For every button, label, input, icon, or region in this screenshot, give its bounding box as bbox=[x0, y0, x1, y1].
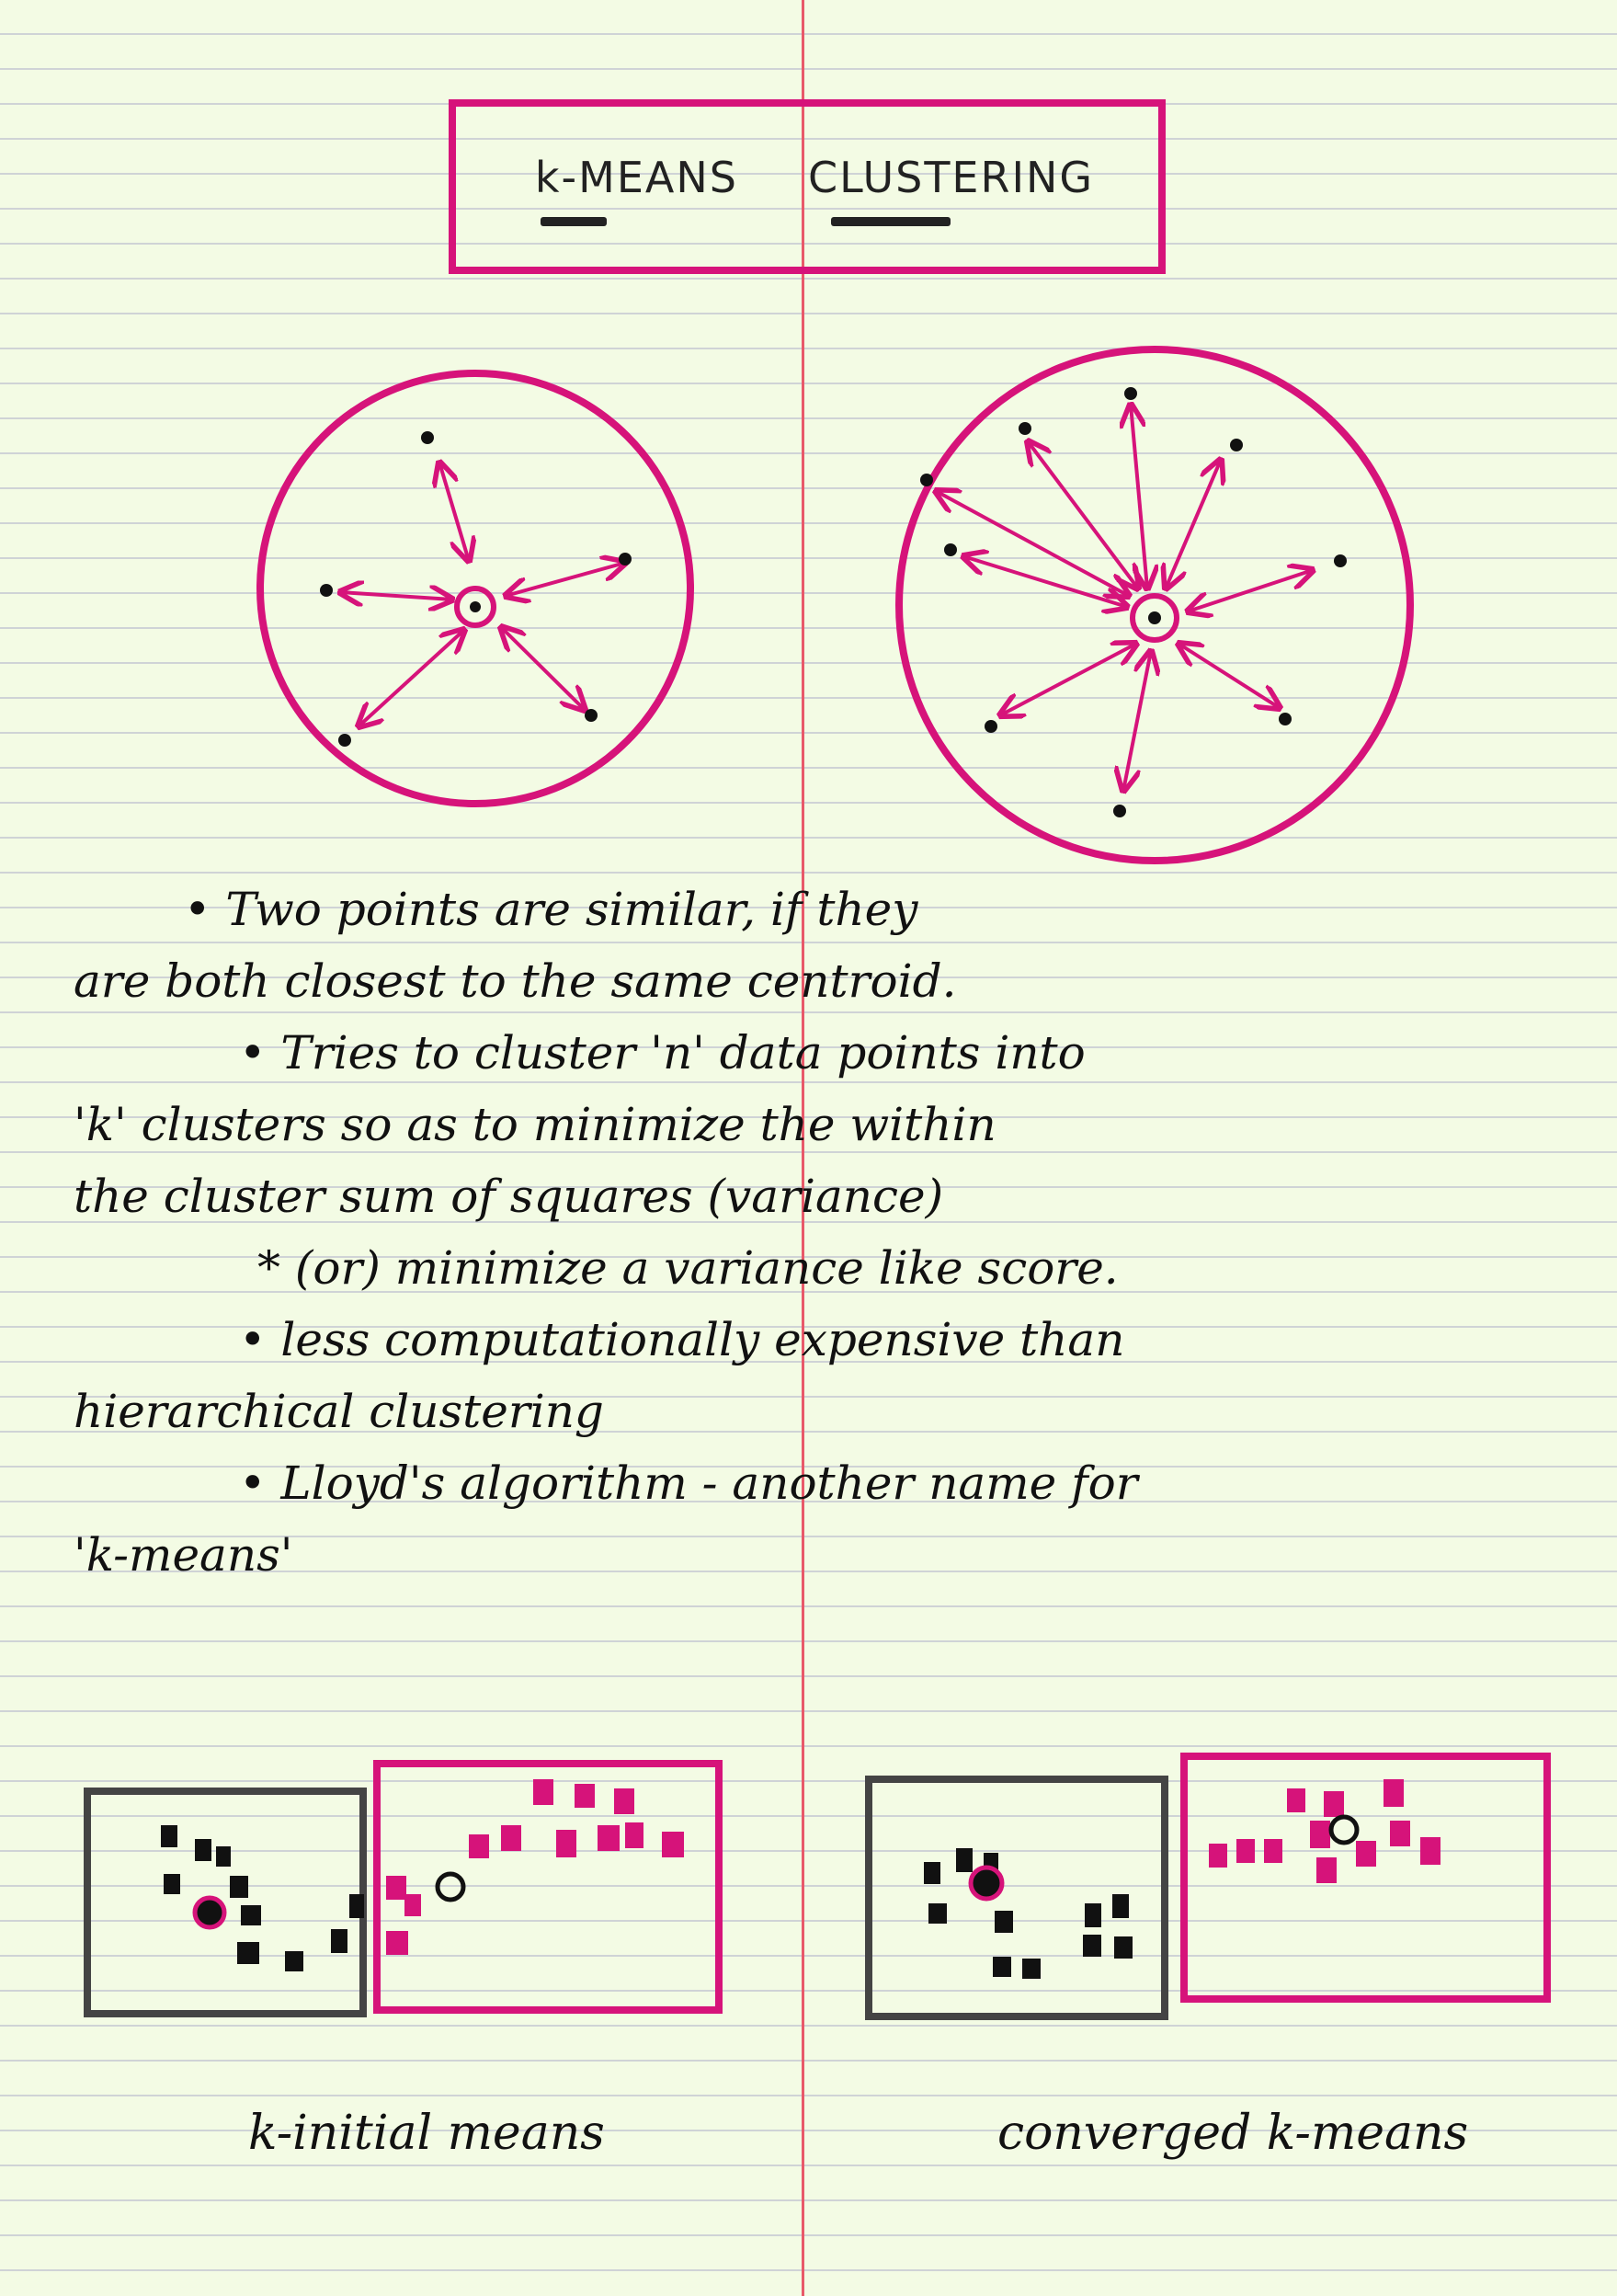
cluster-boundary-left bbox=[256, 370, 694, 807]
data-points-right bbox=[920, 387, 1347, 817]
underline-means bbox=[541, 217, 607, 226]
margin-line bbox=[802, 0, 804, 2296]
note-line: * (or) minimize a variance like score. bbox=[257, 1241, 1119, 1295]
note-line: 'k' clusters so as to minimize the withi… bbox=[74, 1098, 996, 1151]
caption-initial-means: k-initial means bbox=[248, 2106, 605, 2161]
note-line: • less computationally expensive than bbox=[239, 1313, 1125, 1366]
kmeans-panel-3 bbox=[865, 1776, 1168, 2020]
note-line: the cluster sum of squares (variance) bbox=[74, 1170, 944, 1223]
title-clustering: CLUSTERING bbox=[808, 153, 1095, 202]
note-line: • Two points are similar, if they bbox=[184, 883, 918, 936]
kmeans-panel-1 bbox=[84, 1788, 367, 2017]
notes-text: • Two points are similar, if they are bo… bbox=[74, 874, 1544, 1591]
note-line: • Lloyd's algorithm - another name for bbox=[239, 1456, 1138, 1510]
small-cluster-diagram bbox=[256, 370, 694, 807]
underline-clustering bbox=[831, 217, 951, 226]
note-line: • Tries to cluster 'n' data points into bbox=[239, 1026, 1086, 1079]
cluster-boundary-right bbox=[895, 346, 1414, 864]
kmeans-panel-4 bbox=[1180, 1753, 1551, 2003]
note-line: 'k-means' bbox=[74, 1528, 293, 1582]
title-kmeans: k-MEANS bbox=[534, 153, 738, 202]
large-cluster-diagram bbox=[895, 346, 1414, 864]
data-points-left bbox=[320, 431, 632, 747]
note-line: are both closest to the same centroid. bbox=[74, 954, 957, 1008]
distance-arrows-left bbox=[340, 463, 625, 726]
title-box: k-MEANS CLUSTERING bbox=[449, 99, 1166, 274]
centroid-right bbox=[1130, 593, 1179, 643]
distance-arrows-right bbox=[936, 405, 1313, 791]
caption-converged-means: converged k-means bbox=[997, 2106, 1469, 2161]
centroid-left bbox=[454, 586, 496, 628]
note-line: hierarchical clustering bbox=[74, 1385, 604, 1438]
page-title: k-MEANS CLUSTERING bbox=[456, 153, 1173, 202]
kmeans-panel-2 bbox=[373, 1760, 723, 2014]
